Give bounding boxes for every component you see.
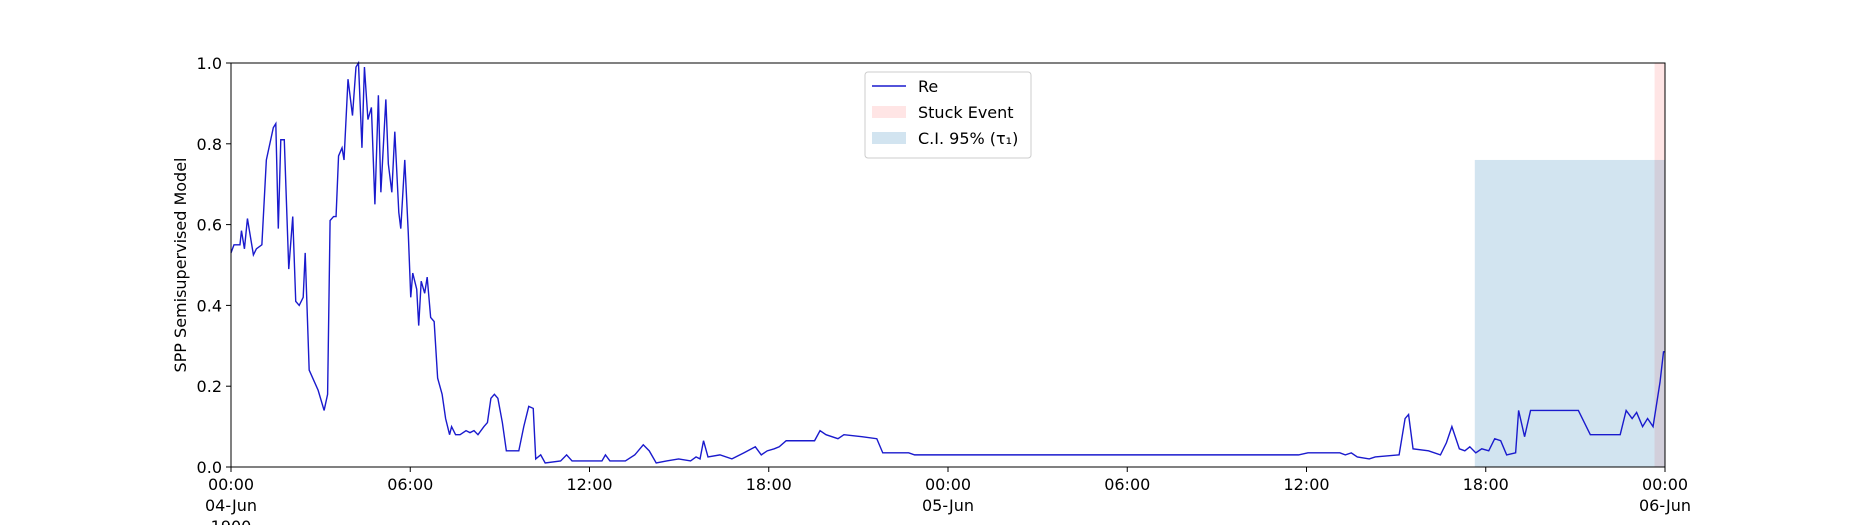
x-tick-label: 18:00 (1463, 475, 1509, 494)
x-tick-label: 00:00 05-Jun (922, 475, 974, 515)
y-tick-label: 1.0 (197, 54, 222, 73)
y-tick-label: 0.8 (197, 135, 222, 154)
y-tick-label: 0.2 (197, 377, 222, 396)
legend-label: C.I. 95% (τ₁) (918, 129, 1018, 148)
legend-box (864, 71, 1032, 159)
x-tick-label: 00:00 06-Jun (1639, 475, 1691, 515)
line (230, 60, 1665, 464)
legend-swatch (872, 106, 906, 118)
y-tick-label: 0.0 (197, 458, 222, 477)
x-tick-label: 06:00 (1104, 475, 1150, 494)
y-tick-label: 0.6 (197, 216, 222, 235)
span (1474, 159, 1665, 467)
x-tick-label: 12:00 (566, 475, 612, 494)
legend-label: Re (918, 77, 938, 96)
legend: Re Stuck Event C.I. 95% (τ₁) (864, 71, 1032, 159)
span (1654, 63, 1665, 467)
x-tick-label: 18:00 (746, 475, 792, 494)
legend-label: Stuck Event (918, 103, 1014, 122)
x-tick-label: 06:00 (387, 475, 433, 494)
y-tick-label: 0.4 (197, 296, 222, 315)
legend-swatch (872, 132, 906, 144)
y-axis-label: SPP Semisupervised Model (171, 158, 190, 373)
x-tick-label: 12:00 (1283, 475, 1329, 494)
